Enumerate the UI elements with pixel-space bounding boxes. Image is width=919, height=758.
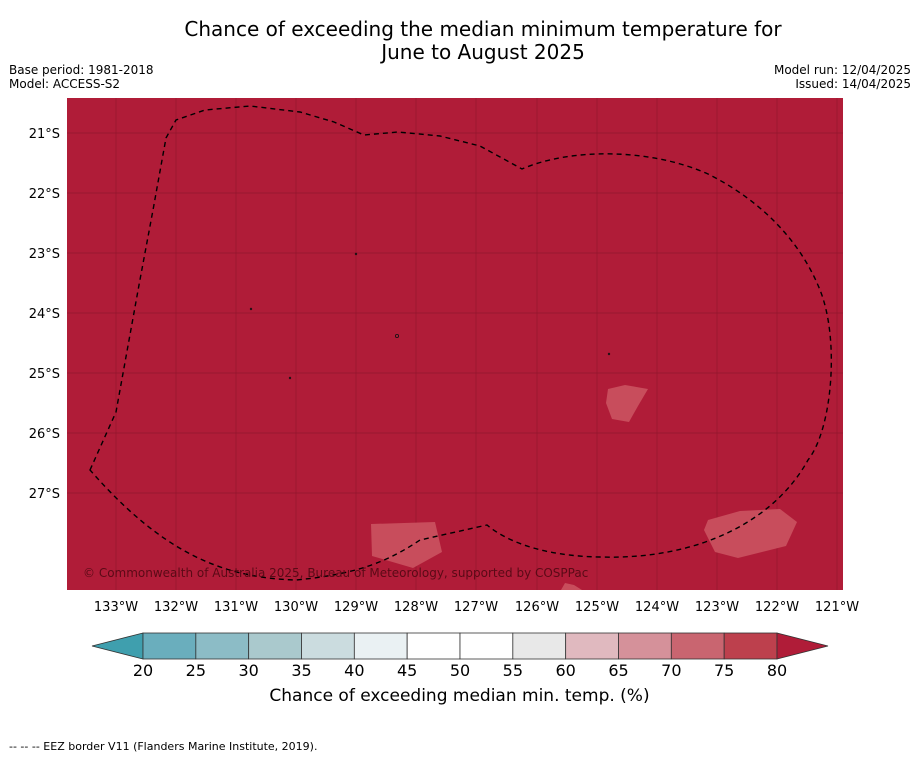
lon-labels: 133°W 132°W 131°W 130°W 129°W 128°W 127°… xyxy=(94,600,859,615)
title-line-1: Chance of exceeding the median minimum t… xyxy=(184,17,782,41)
lon-label: 132°W xyxy=(154,600,198,615)
patch-south-edge xyxy=(561,583,582,590)
colorbar-segment xyxy=(353,632,408,660)
colorbar-tick-label: 45 xyxy=(397,661,417,680)
colorbar-segment xyxy=(670,632,725,660)
lon-label: 133°W xyxy=(94,600,138,615)
lon-label: 129°W xyxy=(334,600,378,615)
lon-label: 123°W xyxy=(695,600,739,615)
colorbar-tick-label: 60 xyxy=(555,661,575,680)
lat-label: 27°S xyxy=(29,487,60,502)
colorbar-tick-label: 25 xyxy=(186,661,206,680)
colorbar-segment xyxy=(723,632,778,660)
lon-label: 127°W xyxy=(454,600,498,615)
colorbar xyxy=(91,632,829,660)
lat-label: 25°S xyxy=(29,367,60,382)
lon-label: 122°W xyxy=(755,600,799,615)
patch-south-west xyxy=(371,522,442,568)
eez-border xyxy=(89,105,832,581)
colorbar-tick-label: 80 xyxy=(767,661,787,680)
colorbar-segment xyxy=(142,632,197,660)
patch-south-east xyxy=(704,509,797,558)
chart-title: Chance of exceeding the median minimum t… xyxy=(0,18,919,64)
lon-label: 125°W xyxy=(575,600,619,615)
issued-date: Issued: 14/04/2025 xyxy=(795,77,911,91)
colorbar-segment xyxy=(512,632,567,660)
colorbar-tick-label: 55 xyxy=(503,661,523,680)
colorbar-segment xyxy=(406,632,461,660)
colorbar-tick-label: 75 xyxy=(714,661,734,680)
patch-central xyxy=(606,385,648,422)
lon-label: 131°W xyxy=(214,600,258,615)
colorbar-segment xyxy=(301,632,355,660)
colorbar-tick-label: 65 xyxy=(608,661,628,680)
lat-label: 24°S xyxy=(29,307,60,322)
lon-label: 126°W xyxy=(515,600,559,615)
colorbar-segment xyxy=(195,632,250,660)
model-run: Model run: 12/04/2025 xyxy=(773,63,911,77)
colorbar-ticks: 20 25 30 35 40 45 50 55 60 65 70 75 80 xyxy=(133,661,787,680)
colorbar-segment xyxy=(618,632,672,660)
base-period: Base period: 1981-2018 xyxy=(9,63,154,77)
colorbar-tick-label: 20 xyxy=(133,661,153,680)
lon-label: 130°W xyxy=(274,600,318,615)
lon-label: 124°W xyxy=(635,600,679,615)
meta-left: Base period: 1981-2018 Model: ACCESS-S2 xyxy=(9,63,154,91)
colorbar-title: Chance of exceeding median min. temp. (%… xyxy=(269,686,650,706)
lat-label: 23°S xyxy=(29,247,60,262)
colorbar-tick-label: 40 xyxy=(344,661,364,680)
colorbar-arrow-low xyxy=(91,632,144,660)
colorbar-segment xyxy=(459,632,514,660)
colorbar-segment xyxy=(565,632,619,660)
colorbar-tick-label: 70 xyxy=(661,661,681,680)
colorbar-tick-label: 30 xyxy=(238,661,258,680)
map-grid xyxy=(67,98,843,590)
colorbar-tick-label: 35 xyxy=(291,661,311,680)
colorbar-tick-label: 50 xyxy=(450,661,470,680)
title-line-2: June to August 2025 xyxy=(381,40,585,64)
map-probability-patches xyxy=(371,385,797,590)
map-background xyxy=(67,98,843,590)
lat-label: 26°S xyxy=(29,427,60,442)
lat-labels: 21°S 22°S 23°S 24°S 25°S 26°S 27°S xyxy=(29,127,60,502)
footnote: -- -- -- EEZ border V11 (Flanders Marine… xyxy=(9,740,318,753)
meta-right: Model run: 12/04/2025 Issued: 14/04/2025 xyxy=(774,63,911,91)
lon-label: 121°W xyxy=(815,600,859,615)
colorbar-arrow-high xyxy=(776,632,829,660)
model-name: Model: ACCESS-S2 xyxy=(9,77,121,91)
islands xyxy=(249,252,611,380)
lat-label: 22°S xyxy=(29,187,60,202)
lat-label: 21°S xyxy=(29,127,60,142)
colorbar-segment xyxy=(248,632,302,660)
lon-label: 128°W xyxy=(394,600,438,615)
copyright-notice: © Commonwealth of Australia 2025, Bureau… xyxy=(83,566,588,580)
